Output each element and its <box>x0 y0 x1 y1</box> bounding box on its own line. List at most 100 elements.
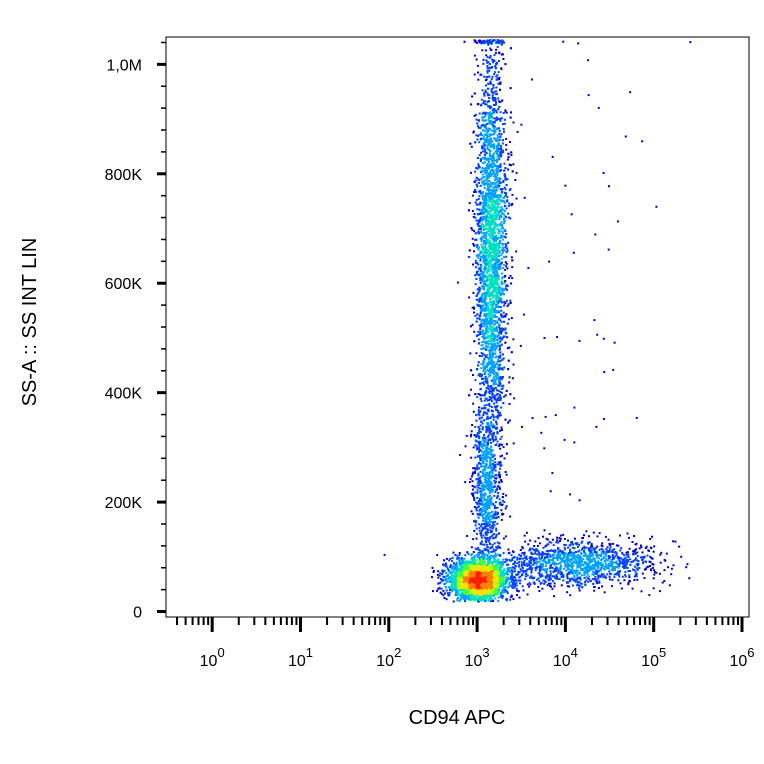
data-point <box>486 254 489 257</box>
data-point <box>467 595 470 598</box>
data-point <box>470 227 473 229</box>
data-point <box>495 590 498 593</box>
data-point <box>511 266 514 269</box>
data-point <box>474 262 477 264</box>
data-point <box>493 132 496 135</box>
data-point <box>503 200 506 203</box>
data-point <box>495 111 498 114</box>
data-point <box>473 563 476 566</box>
data-point <box>478 179 481 182</box>
data-point <box>493 395 496 398</box>
data-point <box>440 592 443 595</box>
data-point <box>493 146 496 149</box>
data-point <box>501 582 504 585</box>
data-point <box>464 577 467 580</box>
data-point <box>481 219 484 222</box>
data-point <box>455 578 458 580</box>
data-point <box>506 247 509 250</box>
data-point <box>494 225 496 228</box>
data-point <box>469 590 471 593</box>
data-point <box>456 564 459 567</box>
data-point <box>480 255 482 258</box>
data-point <box>488 599 490 601</box>
data-point <box>479 268 482 271</box>
data-point <box>466 596 469 599</box>
data-point <box>498 214 501 217</box>
data-point <box>475 118 478 121</box>
data-point <box>461 562 464 565</box>
data-point <box>452 579 454 582</box>
data-point <box>489 119 492 122</box>
data-point <box>502 327 505 330</box>
data-point <box>478 577 481 580</box>
data-point <box>486 162 489 165</box>
data-point <box>499 194 502 197</box>
data-point <box>456 572 459 574</box>
data-point <box>485 126 488 129</box>
data-point <box>480 243 483 246</box>
data-point <box>452 571 455 574</box>
data-point <box>450 559 453 562</box>
data-point <box>486 555 489 558</box>
data-point <box>497 564 500 567</box>
data-point <box>471 589 474 592</box>
data-point <box>478 587 481 590</box>
data-point <box>476 208 479 211</box>
data-point <box>490 576 492 579</box>
data-point <box>503 568 506 571</box>
data-point <box>463 571 466 574</box>
data-point <box>514 584 516 587</box>
data-point <box>493 73 496 76</box>
data-point <box>475 203 478 206</box>
data-point <box>466 573 468 576</box>
data-point <box>491 423 494 426</box>
data-point <box>500 133 503 135</box>
data-point <box>452 585 455 588</box>
data-point <box>487 342 490 345</box>
data-point <box>477 338 480 341</box>
data-point <box>466 580 469 583</box>
data-point <box>473 307 475 310</box>
data-point <box>498 384 501 387</box>
data-point <box>466 587 469 590</box>
data-point <box>475 568 478 571</box>
data-point <box>488 278 491 281</box>
data-point <box>506 586 509 589</box>
data-point <box>498 569 501 572</box>
data-point <box>493 582 496 585</box>
data-point <box>483 404 486 407</box>
data-point <box>480 137 482 140</box>
data-point <box>465 582 468 585</box>
data-point <box>481 112 484 115</box>
data-point <box>471 591 474 594</box>
data-point <box>501 574 504 577</box>
data-point <box>481 571 483 574</box>
data-point <box>438 582 441 585</box>
data-point <box>436 573 439 576</box>
data-point <box>504 590 507 592</box>
data-point <box>450 577 453 580</box>
data-point <box>481 49 484 52</box>
data-point <box>476 334 478 337</box>
data-point <box>463 561 466 564</box>
data-point <box>456 561 459 564</box>
data-point <box>500 309 503 312</box>
data-point <box>482 325 485 328</box>
data-point <box>468 587 471 590</box>
data-point <box>501 575 504 578</box>
data-point <box>439 587 441 590</box>
data-point <box>482 42 485 45</box>
data-point <box>492 172 495 175</box>
data-point <box>479 577 482 579</box>
data-point <box>481 583 483 586</box>
data-point <box>484 257 487 260</box>
data-point <box>471 597 474 600</box>
data-point <box>475 582 478 585</box>
data-point <box>487 61 490 64</box>
data-point <box>498 246 501 249</box>
data-point <box>481 422 484 425</box>
data-point <box>509 274 512 277</box>
data-point <box>445 557 448 560</box>
data-point <box>481 593 483 596</box>
data-point <box>472 566 475 569</box>
